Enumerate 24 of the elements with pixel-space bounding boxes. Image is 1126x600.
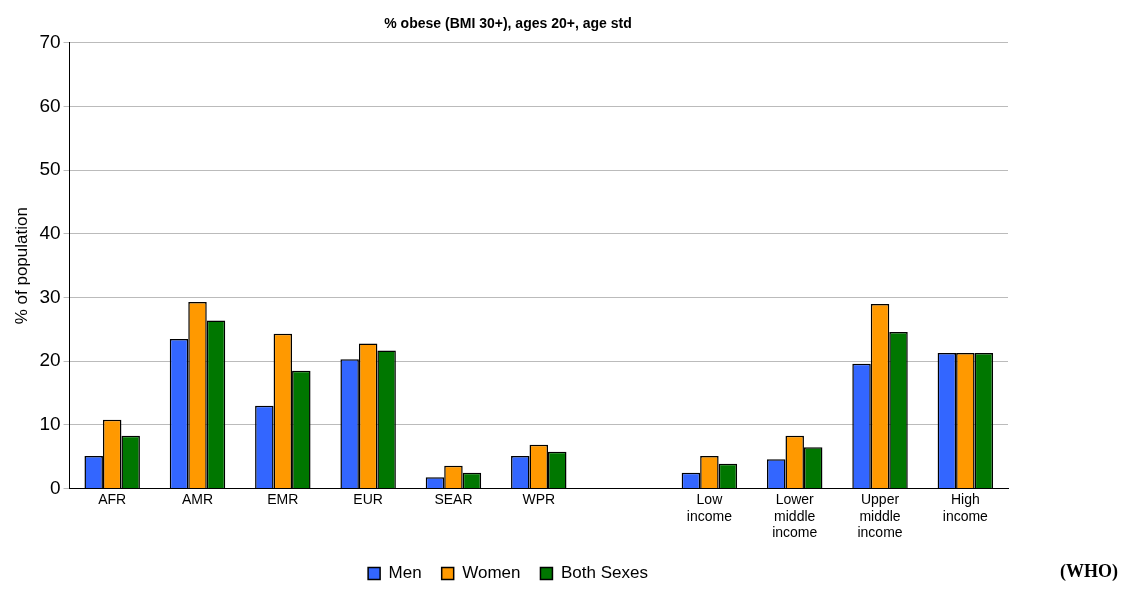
chart-title: % obese (BMI 30+), ages 20+, age std [384, 15, 632, 32]
x-tick-label: WPR [522, 490, 556, 507]
x-tick-label: Low income [686, 490, 733, 524]
x-tick-label: Upper middle income [857, 490, 903, 541]
y-tick-label: 10 [39, 413, 61, 435]
y-tick-label: 70 [39, 31, 61, 53]
legend-label: Both Sexes [560, 563, 648, 583]
y-tick-label: 30 [39, 285, 61, 307]
x-tick-label: Lower middle income [772, 490, 818, 541]
y-axis-title: % of population [11, 207, 31, 325]
y-tick-label: 20 [39, 349, 61, 371]
x-tick-label: AMR [181, 490, 214, 507]
x-tick-label: SEAR [434, 490, 473, 507]
y-tick-label: 50 [39, 158, 61, 180]
legend-label: Men [388, 563, 422, 583]
y-tick-label: 60 [39, 94, 61, 116]
x-tick-label: AFR [98, 490, 127, 507]
x-tick-label: EMR [267, 490, 299, 507]
x-tick-label: EUR [353, 490, 383, 507]
legend-label: Women [462, 563, 521, 583]
y-tick-label: 40 [39, 222, 61, 244]
y-tick-label: 0 [49, 476, 61, 498]
text: (WHO) [1060, 561, 1118, 582]
x-tick-label: High income [942, 490, 989, 524]
